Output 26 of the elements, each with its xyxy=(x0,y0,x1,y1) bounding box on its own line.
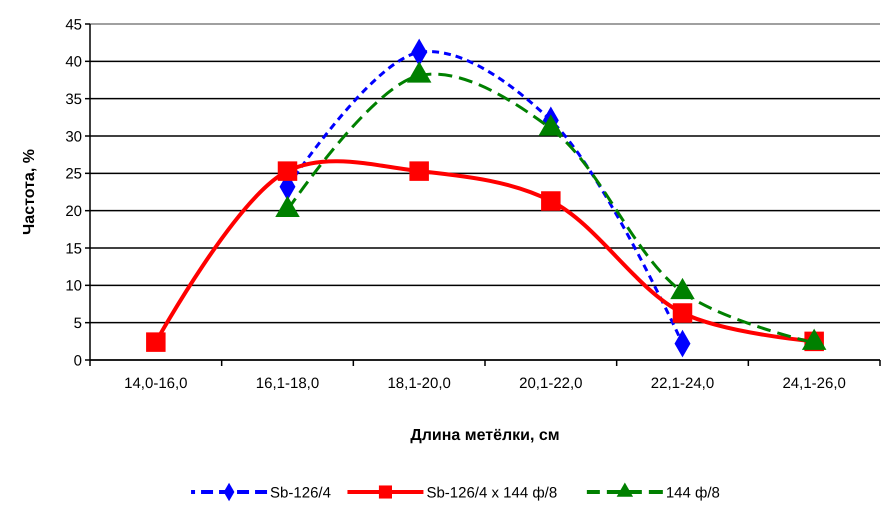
x-axis-title: Длина метёлки, см xyxy=(410,427,560,444)
y-tick-label: 10 xyxy=(65,278,82,295)
point xyxy=(278,161,298,181)
y-tick-label: 40 xyxy=(65,54,82,71)
x-tick-label: 22,1-24,0 xyxy=(650,375,714,392)
y-tick-label: 25 xyxy=(65,166,82,183)
x-tick-label: 14,0-16,0 xyxy=(124,375,188,392)
y-tick-label: 20 xyxy=(65,202,82,220)
point xyxy=(146,332,166,352)
x-tick-label: 24,1-26,0 xyxy=(782,375,846,392)
point xyxy=(409,161,429,181)
x-tick-label: 18,1-20,0 xyxy=(387,375,451,392)
y-tick-label: 5 xyxy=(74,314,82,332)
x-tick-label: 20,1-22,0 xyxy=(519,375,583,392)
y-tick-label: 0 xyxy=(74,352,82,370)
y-tick-label: 15 xyxy=(65,240,82,258)
legend-label: Sb-126/4 xyxy=(270,484,331,502)
y-tick-label: 35 xyxy=(65,90,82,108)
legend-label: Sb-126/4 x 144 ф/8 xyxy=(426,484,558,502)
y-axis-title: Частота, % xyxy=(21,149,38,235)
y-tick-label: 45 xyxy=(65,16,82,34)
point xyxy=(672,303,692,323)
point xyxy=(541,191,561,211)
x-tick-label: 16,1-18,0 xyxy=(256,375,320,392)
y-tick-label: 30 xyxy=(65,128,82,146)
legend-label: 144 ф/8 xyxy=(666,484,720,502)
